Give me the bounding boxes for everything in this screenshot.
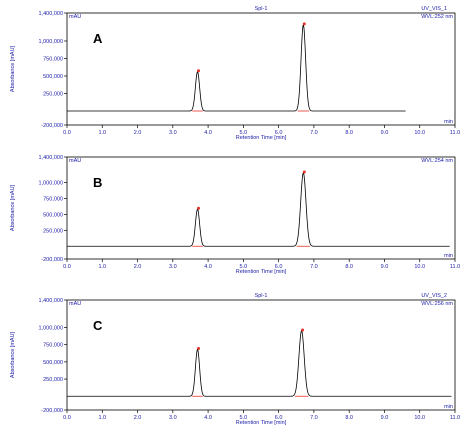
header-channel: UV_VIS_2 (421, 293, 447, 299)
plot-frame (66, 299, 456, 411)
peak-1-apex-marker (197, 347, 201, 350)
y-tick-label: 750,000 (43, 196, 63, 202)
x-tick-label: 10.0 (414, 264, 425, 270)
x-tick-label: 4.0 (204, 415, 212, 421)
y-tick-label: 1,400,000 (39, 11, 63, 17)
x-tick-label: 0.0 (63, 264, 71, 270)
y-tick-label: 750,000 (43, 343, 63, 349)
x-tick-label: 9.0 (381, 264, 389, 270)
x-axis-label: Retention Time [min] (236, 135, 287, 141)
x-axis-label: Retention Time [min] (236, 420, 287, 426)
panel-letter: B (93, 175, 102, 190)
y-axis-label: Absorbance [mAU] (10, 331, 16, 378)
chromatogram-trace (67, 172, 450, 247)
x-tick-label: 3.0 (169, 264, 177, 270)
x-unit-label: min (444, 253, 453, 259)
x-tick-label: 3.0 (169, 130, 177, 136)
header-sample: Spl-1 (255, 293, 268, 299)
y-tick-label: 500,000 (43, 360, 63, 366)
chart-panel-c: -200,000 250,000 500,000 750,000 1,000,000 1,… (10, 293, 460, 426)
x-tick-label: 1.0 (98, 415, 106, 421)
x-tick-label: 1.0 (98, 130, 106, 136)
x-tick-label: 9.0 (381, 415, 389, 421)
x-tick-label: 0.0 (63, 130, 71, 136)
y-unit-label: mAU (69, 158, 81, 164)
chromatogram-trace (67, 330, 452, 397)
y-tick-label: 1,000,000 (39, 326, 63, 332)
y-tick-label: 1,400,000 (39, 155, 63, 161)
y-tick-label: 1,000,000 (39, 181, 63, 187)
y-tick-label: 1,000,000 (39, 39, 63, 45)
header-channel: UV_VIS_1 (421, 6, 447, 12)
x-tick-label: 6.0 (275, 130, 283, 136)
peak-2-apex-marker (302, 22, 306, 26)
panel-letter: A (93, 31, 103, 46)
x-tick-label: 2.0 (134, 264, 142, 270)
x-unit-label: min (444, 119, 453, 125)
x-tick-label: 1.0 (98, 264, 106, 270)
x-tick-label: 4.0 (204, 264, 212, 270)
x-tick-label: 7.0 (310, 415, 318, 421)
x-tick-label: 3.0 (169, 415, 177, 421)
chart-panel-a: -200,000 250,000 500,000 750,000 1,000,000 1,… (10, 6, 460, 141)
x-tick-label: 11.0 (450, 130, 460, 136)
peak-1-apex-marker (197, 69, 201, 73)
y-tick-label: 250,000 (43, 228, 63, 234)
x-tick-label: 5.0 (240, 130, 248, 136)
chromatogram-trace (67, 24, 406, 112)
y-unit-label: mAU (69, 301, 81, 307)
y-tick-label: 250,000 (43, 377, 63, 383)
plot-frame (66, 156, 456, 260)
y-tick-label: -200,000 (41, 257, 63, 263)
y-tick-label: -200,000 (41, 408, 63, 414)
y-unit-label: mAU (69, 14, 81, 20)
chart-panel-b: -200,000 250,000 500,000 750,000 1,000,000 1,… (10, 155, 460, 275)
x-tick-label: 6.0 (275, 415, 283, 421)
x-tick-label: 5.0 (240, 264, 248, 270)
x-tick-label: 6.0 (275, 264, 283, 270)
x-axis-label: Retention Time [min] (236, 269, 287, 275)
panel-letter: C (93, 318, 103, 333)
x-unit-label: min (444, 404, 453, 410)
x-tick-label: 9.0 (381, 130, 389, 136)
wavelength-label: WVL:256 nm (421, 301, 453, 307)
y-axis-label: Absorbance [mAU] (10, 184, 16, 231)
x-tick-label: 7.0 (310, 130, 318, 136)
peak-2-apex-marker (302, 170, 306, 174)
x-tick-label: 10.0 (414, 130, 425, 136)
wavelength-label: WVL:254 nm (421, 158, 453, 164)
x-tick-label: 2.0 (134, 415, 142, 421)
y-tick-label: 250,000 (43, 92, 63, 98)
plot-frame (66, 12, 456, 126)
y-tick-label: -200,000 (41, 123, 63, 129)
x-tick-label: 8.0 (345, 130, 353, 136)
x-tick-label: 4.0 (204, 130, 212, 136)
y-tick-label: 500,000 (43, 74, 63, 80)
wavelength-label: WVL:252 nm (421, 14, 453, 20)
y-tick-label: 1,400,000 (39, 298, 63, 304)
x-tick-label: 10.0 (414, 415, 425, 421)
peak-2-apex-marker (301, 328, 305, 332)
header-sample: Spl-1 (255, 6, 268, 12)
x-tick-label: 7.0 (310, 264, 318, 270)
x-tick-label: 8.0 (345, 264, 353, 270)
x-tick-label: 5.0 (240, 415, 248, 421)
x-tick-label: 2.0 (134, 130, 142, 136)
x-tick-label: 11.0 (450, 264, 460, 270)
y-tick-label: 500,000 (43, 212, 63, 218)
y-tick-label: 750,000 (43, 57, 63, 63)
x-tick-label: 11.0 (450, 415, 460, 421)
x-tick-label: 0.0 (63, 415, 71, 421)
y-axis-label: Absorbance [mAU] (10, 45, 16, 92)
x-tick-label: 8.0 (345, 415, 353, 421)
peak-1-apex-marker (197, 206, 201, 210)
